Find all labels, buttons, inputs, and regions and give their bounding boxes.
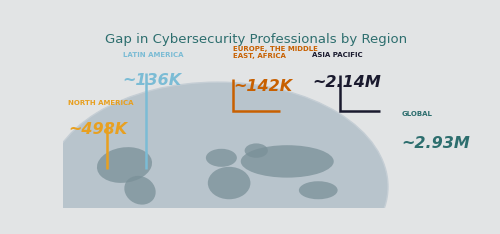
Text: NORTH AMERICA: NORTH AMERICA [68,100,134,106]
Text: EUROPE, THE MIDDLE
EAST, AFRICA: EUROPE, THE MIDDLE EAST, AFRICA [233,46,318,59]
Ellipse shape [241,145,334,178]
Ellipse shape [47,82,388,234]
Text: ~498K: ~498K [68,122,128,137]
Ellipse shape [206,149,237,167]
Text: LATIN AMERICA: LATIN AMERICA [122,51,183,58]
Ellipse shape [97,147,152,183]
Ellipse shape [299,181,338,199]
Text: ~142K: ~142K [233,79,292,94]
Text: ~2.14M: ~2.14M [312,75,381,90]
Text: ASIA PACIFIC: ASIA PACIFIC [312,51,363,58]
Text: Gap in Cybersecurity Professionals by Region: Gap in Cybersecurity Professionals by Re… [105,33,408,47]
Text: ~136K: ~136K [122,73,182,88]
Ellipse shape [244,143,268,158]
Ellipse shape [208,167,250,199]
Text: ~2.93M: ~2.93M [402,136,470,151]
Ellipse shape [124,176,156,205]
Text: GLOBAL: GLOBAL [402,111,432,117]
